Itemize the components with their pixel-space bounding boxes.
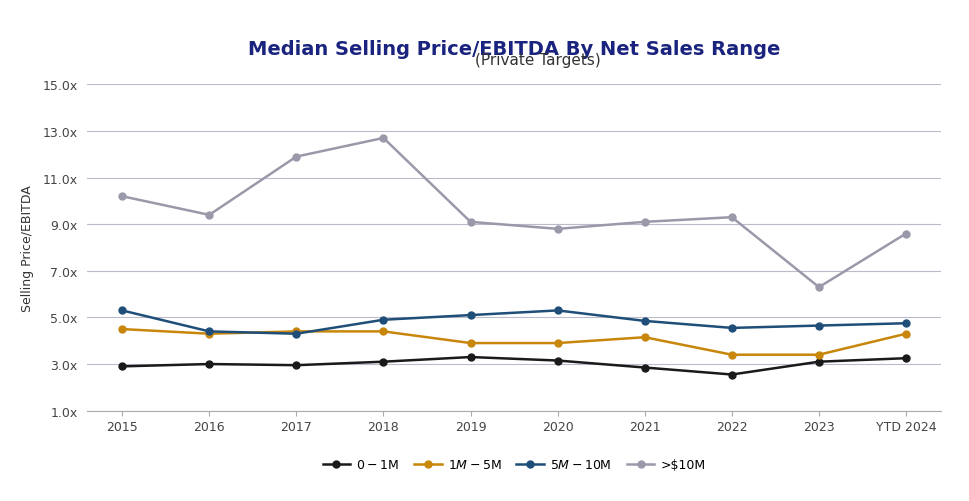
$0-$1M (203, 361, 215, 367)
$0-$1M (551, 358, 563, 364)
$5M-$10M (899, 321, 911, 327)
$0-$1M (291, 362, 302, 368)
$5M-$10M (464, 313, 476, 319)
$0-$1M (377, 359, 389, 365)
$1M-$5M (725, 352, 736, 358)
$1M-$5M (464, 340, 476, 346)
>$10M (203, 212, 215, 218)
Line: >$10M: >$10M (118, 135, 909, 291)
Legend: $0-$1M, $1M-$5M, $5M-$10M, >$10M: $0-$1M, $1M-$5M, $5M-$10M, >$10M (317, 453, 710, 476)
$1M-$5M (812, 352, 824, 358)
$0-$1M (899, 356, 911, 362)
$5M-$10M (551, 308, 563, 314)
>$10M (639, 219, 650, 225)
$1M-$5M (116, 327, 128, 333)
Line: $5M-$10M: $5M-$10M (118, 307, 909, 338)
$5M-$10M (639, 318, 650, 324)
>$10M (725, 215, 736, 221)
>$10M (812, 285, 824, 291)
$5M-$10M (377, 317, 389, 323)
>$10M (116, 194, 128, 200)
>$10M (899, 231, 911, 237)
$1M-$5M (291, 329, 302, 335)
>$10M (551, 226, 563, 232)
$1M-$5M (203, 331, 215, 337)
Title: Median Selling Price/EBITDA By Net Sales Range: Median Selling Price/EBITDA By Net Sales… (248, 40, 779, 59)
>$10M (291, 154, 302, 160)
>$10M (464, 219, 476, 225)
$1M-$5M (639, 335, 650, 341)
$0-$1M (812, 359, 824, 365)
$0-$1M (725, 372, 736, 378)
$5M-$10M (203, 329, 215, 335)
$1M-$5M (899, 331, 911, 337)
Line: $0-$1M: $0-$1M (118, 354, 909, 378)
Y-axis label: Selling Price/EBITDA: Selling Price/EBITDA (21, 185, 34, 311)
$0-$1M (639, 365, 650, 371)
Text: (Private Targets): (Private Targets) (475, 53, 601, 68)
$1M-$5M (377, 329, 389, 335)
$5M-$10M (725, 325, 736, 331)
$5M-$10M (116, 308, 128, 314)
Line: $1M-$5M: $1M-$5M (118, 326, 909, 358)
$5M-$10M (291, 331, 302, 337)
$0-$1M (116, 364, 128, 370)
>$10M (377, 136, 389, 142)
$1M-$5M (551, 340, 563, 346)
$0-$1M (464, 354, 476, 360)
$5M-$10M (812, 323, 824, 329)
